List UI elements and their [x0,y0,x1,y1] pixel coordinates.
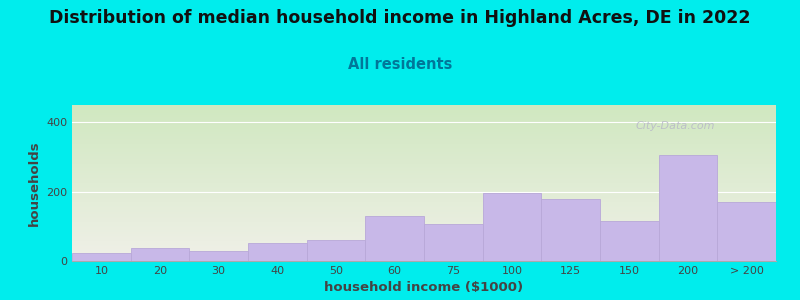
Bar [248,243,306,261]
Text: Distribution of median household income in Highland Acres, DE in 2022: Distribution of median household income … [50,9,750,27]
Bar [130,248,190,261]
Bar [600,221,658,261]
Y-axis label: households: households [27,140,41,226]
Text: City-Data.com: City-Data.com [635,121,714,130]
X-axis label: household income ($1000): household income ($1000) [325,281,523,294]
Bar [542,199,600,261]
Text: All residents: All residents [348,57,452,72]
Bar [306,240,366,261]
Bar [72,254,130,261]
Bar [190,251,248,261]
Bar [482,194,542,261]
Bar [366,216,424,261]
Bar [424,224,482,261]
Bar [658,155,718,261]
Bar [718,202,776,261]
